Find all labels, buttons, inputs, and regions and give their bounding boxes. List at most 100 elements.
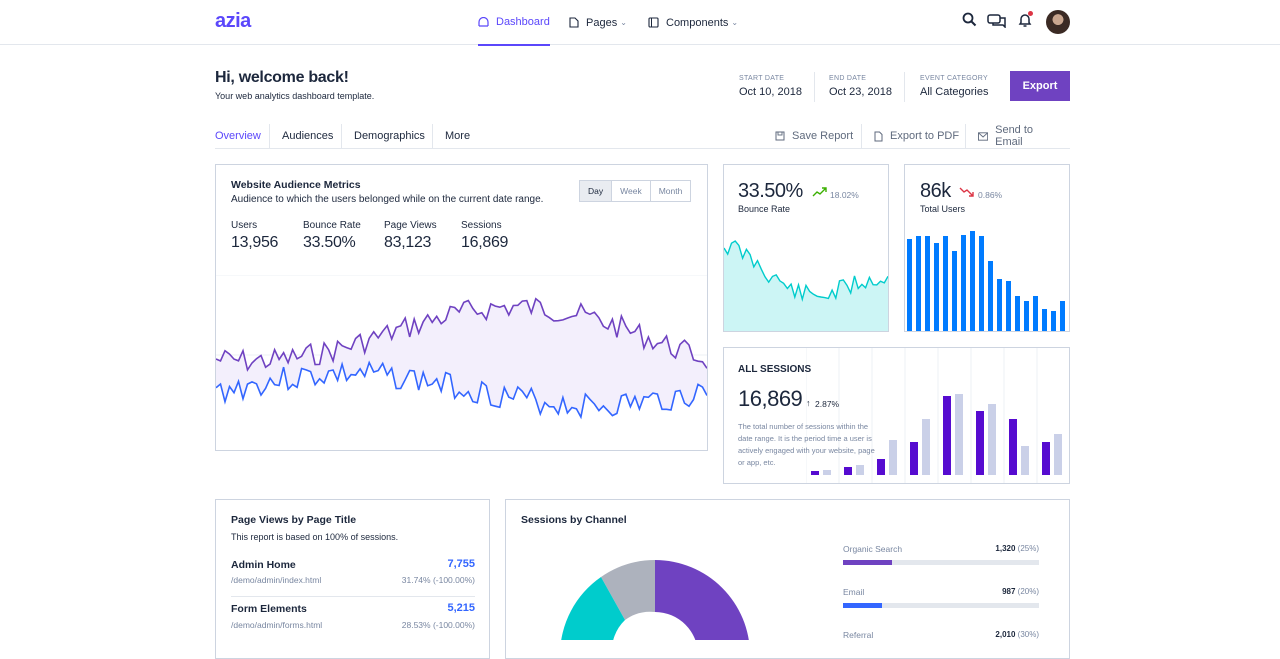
- metric-page-views: Page Views 83,123: [384, 220, 437, 252]
- channel-value: 987 (20%): [919, 587, 1039, 596]
- chevron-down-icon: ⌄: [731, 18, 739, 27]
- page-row-title[interactable]: Form Elements: [231, 603, 307, 615]
- end-date[interactable]: END DATE Oct 23, 2018: [829, 75, 892, 98]
- channel-label: Organic Search: [843, 544, 903, 554]
- channel-count: 987: [1002, 587, 1016, 596]
- bounce-rate-change: 18.02%: [830, 190, 859, 200]
- range-month[interactable]: Month: [649, 181, 691, 201]
- channel-label: Email: [843, 587, 865, 597]
- channel-value: 2,010 (30%): [919, 630, 1039, 639]
- send-email-label: Send to Email: [995, 124, 1034, 148]
- start-date-label: START DATE: [739, 75, 785, 82]
- tab-demographics[interactable]: Demographics: [341, 124, 437, 148]
- page-subtitle: Your web analytics dashboard template.: [215, 91, 375, 101]
- export-pdf-label: Export to PDF: [890, 130, 960, 142]
- search-icon[interactable]: [962, 12, 977, 27]
- range-day[interactable]: Day: [580, 181, 612, 201]
- audience-title: Website Audience Metrics: [231, 179, 361, 191]
- range-week[interactable]: Week: [611, 181, 650, 201]
- audience-line-chart: [216, 275, 707, 420]
- tab-audiences[interactable]: Audiences: [269, 124, 345, 148]
- audience-subtitle: Audience to which the users belonged whi…: [231, 194, 544, 205]
- bounce-line: [724, 240, 888, 303]
- nav-components-label: Components: [666, 16, 729, 29]
- dashboard-icon: [478, 17, 489, 27]
- arrow-up-icon: ↑: [806, 398, 811, 408]
- tab-overview[interactable]: Overview: [215, 130, 261, 142]
- sessions-bar: [1021, 446, 1029, 475]
- donut-slice-organic: [655, 560, 749, 640]
- bounce-rate-label: Bounce Rate: [738, 204, 791, 214]
- metric-label: Sessions: [461, 220, 502, 231]
- users-bar: [961, 235, 966, 331]
- sessions-bar: [877, 459, 885, 475]
- users-bar: [907, 239, 912, 331]
- metric-label: Users: [231, 220, 258, 231]
- nav-pages[interactable]: Pages ⌄: [569, 0, 627, 45]
- total-users-value: 86k: [920, 180, 951, 202]
- users-bar: [1015, 296, 1020, 331]
- page-row-value: 5,215: [447, 602, 475, 614]
- top-header: azia Dashboard Pages ⌄ Components ⌄: [0, 0, 1280, 46]
- users-bar: [970, 231, 975, 331]
- save-report-button[interactable]: Save Report: [763, 124, 865, 148]
- metric-value: 16,869: [461, 234, 509, 251]
- sessions-bar: [943, 396, 951, 475]
- brand-logo[interactable]: azia: [215, 10, 251, 32]
- metric-label: Page Views: [384, 220, 437, 231]
- page-row-url: /demo/admin/index.html: [231, 575, 322, 585]
- sessions-bar: [1009, 419, 1017, 475]
- divider: [904, 72, 905, 102]
- channel-donut-chart: [561, 560, 749, 640]
- channel-label: Referral: [843, 630, 874, 640]
- nav-pages-label: Pages: [586, 16, 618, 29]
- export-pdf-button[interactable]: Export to PDF: [861, 124, 971, 148]
- send-email-button[interactable]: Send to Email: [965, 124, 1070, 148]
- metric-value: 13,956: [231, 234, 279, 251]
- donut-slice-referral: [561, 577, 625, 640]
- chevron-down-icon: ⌄: [620, 18, 627, 27]
- export-button[interactable]: Export: [1010, 71, 1070, 101]
- users-bar: [988, 261, 993, 331]
- nav-dashboard[interactable]: Dashboard: [478, 0, 550, 46]
- sessions-bar: [889, 440, 897, 475]
- sessions-bar: [976, 411, 984, 475]
- users-bar: [997, 279, 1002, 331]
- end-date-value: Oct 23, 2018: [829, 86, 892, 98]
- users-bar: [979, 236, 984, 331]
- event-category-label: EVENT CATEGORY: [920, 75, 988, 82]
- page-views-subtitle: This report is based on 100% of sessions…: [231, 532, 399, 542]
- chat-icon[interactable]: [987, 12, 1006, 28]
- sessions-change: 2.87%: [815, 399, 840, 409]
- metric-bounce-rate: Bounce Rate 33.50%: [303, 220, 361, 252]
- sessions-bar: [844, 467, 852, 475]
- sessions-bar: [955, 394, 963, 475]
- avatar[interactable]: [1046, 10, 1070, 34]
- bell-icon[interactable]: [1018, 12, 1032, 28]
- event-category[interactable]: EVENT CATEGORY All Categories: [920, 75, 988, 98]
- users-line: [216, 360, 707, 420]
- users-bar: [1060, 301, 1065, 331]
- page-row-title[interactable]: Admin Home: [231, 559, 296, 571]
- sessions-bar: [1042, 442, 1050, 475]
- sessions-bar: [910, 442, 918, 475]
- divider: [814, 72, 815, 102]
- page-icon: [569, 17, 579, 28]
- divider: [231, 596, 475, 597]
- channel-progress-fill: [843, 603, 883, 608]
- channel-pct: (25%): [1017, 544, 1039, 553]
- notification-dot: [1028, 11, 1033, 16]
- total-users-card: [904, 164, 1070, 332]
- bounce-rate-value: 33.50%: [738, 180, 803, 202]
- sessions-value: 16,869: [738, 386, 803, 411]
- sessions-bar: [1054, 434, 1062, 475]
- metric-value: 33.50%: [303, 234, 356, 251]
- donut-slice-other: [601, 560, 655, 620]
- sessions-bar: [811, 471, 819, 475]
- tab-more[interactable]: More: [432, 124, 482, 148]
- sessions-description: The total number of sessions within the …: [738, 422, 875, 467]
- trending-down-icon: [959, 187, 974, 197]
- nav-components[interactable]: Components ⌄: [648, 0, 738, 45]
- users-bar: [1042, 309, 1047, 331]
- start-date[interactable]: START DATE Oct 10, 2018: [739, 75, 802, 98]
